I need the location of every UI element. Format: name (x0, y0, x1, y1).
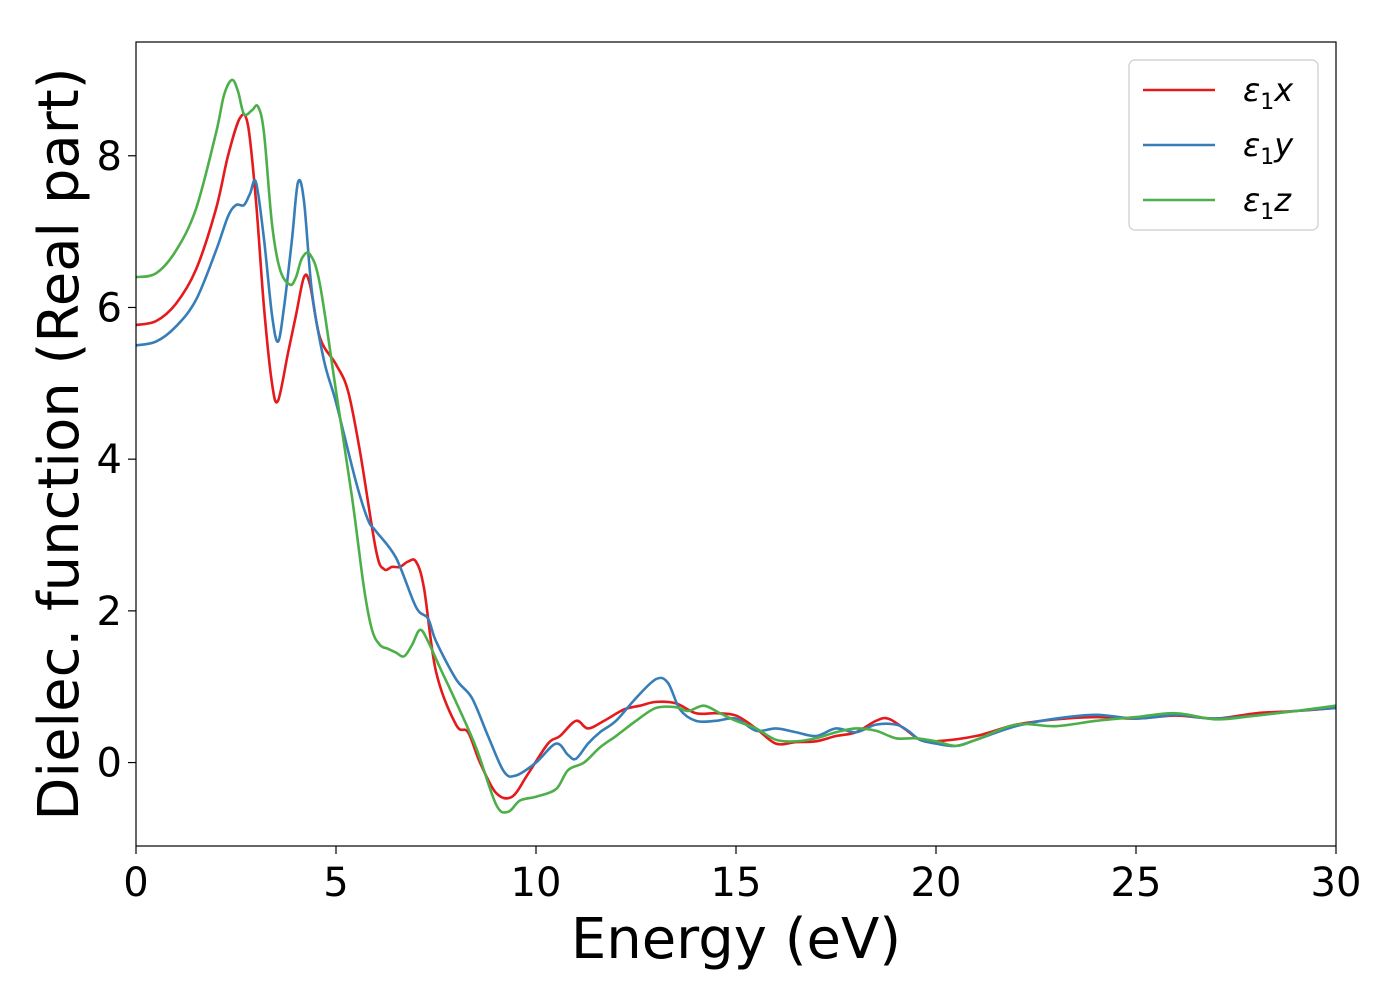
x-axis: 0 5 10 15 20 25 30 (123, 846, 1361, 906)
x-tick-label: 15 (711, 860, 762, 906)
x-tick-label: 25 (1111, 860, 1162, 906)
legend-box (1128, 59, 1319, 231)
y-tick-label: 4 (97, 437, 122, 483)
x-tick-label: 0 (123, 860, 148, 906)
x-tick-label: 5 (323, 860, 348, 906)
y-tick-label: 8 (97, 134, 122, 180)
series-line-z (135, 78, 1337, 814)
y-tick-label: 2 (97, 589, 122, 635)
y-tick-label: 6 (97, 285, 122, 331)
x-tick-label: 30 (1311, 860, 1362, 906)
x-tick-label: 10 (511, 860, 562, 906)
y-axis-label: Dielec. function (Real part) (27, 67, 92, 820)
series-layer (135, 78, 1337, 814)
x-tick-label: 20 (911, 860, 962, 906)
y-axis: 0 2 4 6 8 (97, 134, 136, 787)
y-tick-label: 0 (97, 741, 122, 787)
legend-label-x: ε1x (1243, 71, 1294, 115)
legend-label-y: ε1y (1243, 126, 1294, 170)
legend: ε1x ε1y ε1z (1128, 59, 1319, 231)
legend-label-z: ε1z (1243, 181, 1292, 225)
x-axis-label: Energy (eV) (571, 907, 901, 972)
